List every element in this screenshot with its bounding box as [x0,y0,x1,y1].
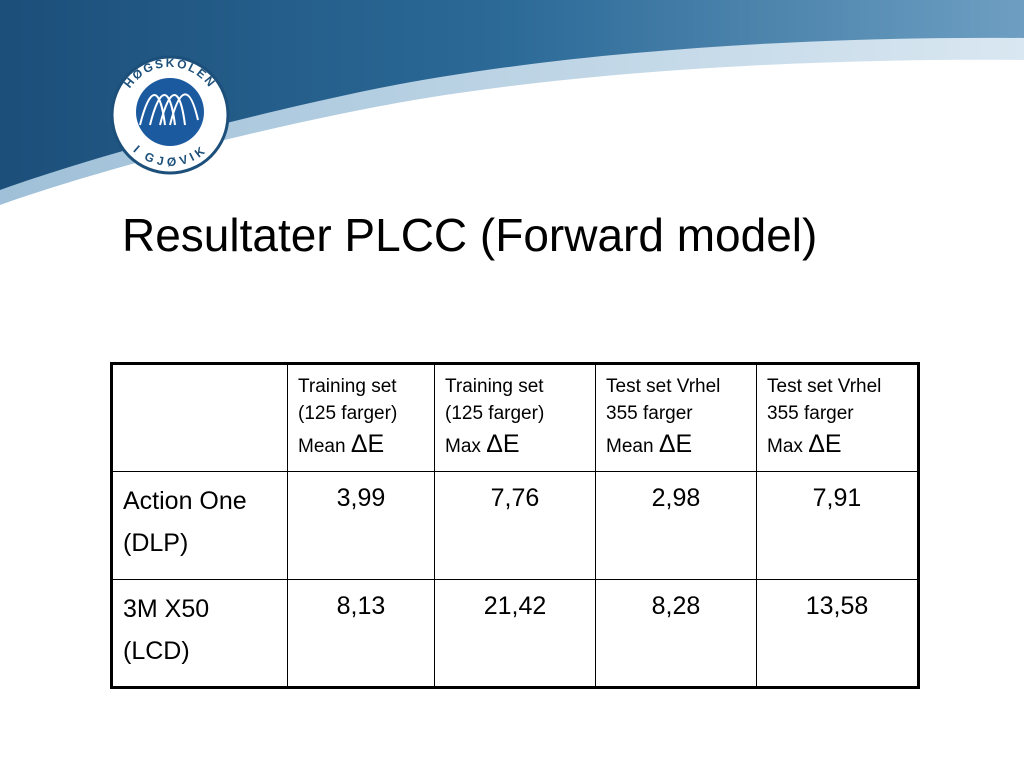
row-label-line: (DLP) [123,529,189,557]
header-line: (125 farger) [445,403,545,424]
value-cell: 8,28 [595,579,757,688]
data-row: Action One (DLP) 3,99 7,76 2,98 7,91 [111,471,919,580]
header-stat: Mean [298,436,346,457]
corner-cell [111,363,288,472]
row-label-line: (LCD) [123,637,190,665]
data-row: 3M X50 (LCD) 8,13 21,42 8,28 13,58 [111,579,919,688]
header-line: 355 farger [606,403,693,424]
header-symbol: ΔE [350,430,385,458]
header-stat-line: Max ΔE [445,431,595,460]
value-cell: 13,58 [756,579,919,688]
row-label-line: Action One [123,487,247,515]
value-cell: 2,98 [595,471,757,580]
header-line: 355 farger [767,403,854,424]
header-line: Training set [298,376,397,397]
value-cell: 7,91 [756,471,919,580]
header-row: Training set (125 farger) Mean ΔE Training … [111,363,919,472]
value-cell: 21,42 [434,579,596,688]
logo: HØGSKOLEN I GJØVIK [110,55,230,175]
header-cell: Test set Vrhel 355 farger Max ΔE [756,363,919,472]
header-symbol: ΔE [808,430,842,458]
row-label-line: 3M X50 [123,595,210,623]
value-cell: 7,76 [434,471,596,580]
header-line: (125 farger) [298,403,398,424]
header-cell: Training set (125 farger) Max ΔE [434,363,596,472]
header-stat: Max [445,436,481,457]
header-stat: Mean [606,436,654,457]
value-cell: 3,99 [287,471,435,580]
results-table: Training set (125 farger) Mean ΔE Training … [110,362,920,689]
header-cell: Test set Vrhel 355 farger Mean ΔE [595,363,757,472]
header-symbol: ΔE [486,430,520,458]
slide-title: Resultater PLCC (Forward model) [122,209,818,261]
row-label: Action One (DLP) [111,471,288,580]
header-stat-line: Mean ΔE [298,431,434,460]
header-line: Test set Vrhel [767,376,882,397]
header-stat-line: Mean ΔE [606,431,756,460]
swoosh-dark [0,0,1024,190]
header-line: Test set Vrhel [606,376,721,397]
header-symbol: ΔE [658,430,693,458]
header-stat-line: Max ΔE [767,431,917,460]
header-stat: Max [767,436,803,457]
value-cell: 8,13 [287,579,435,688]
header-cell: Training set (125 farger) Mean ΔE [287,363,435,472]
header-line: Training set [445,376,544,397]
row-label: 3M X50 (LCD) [111,579,288,688]
